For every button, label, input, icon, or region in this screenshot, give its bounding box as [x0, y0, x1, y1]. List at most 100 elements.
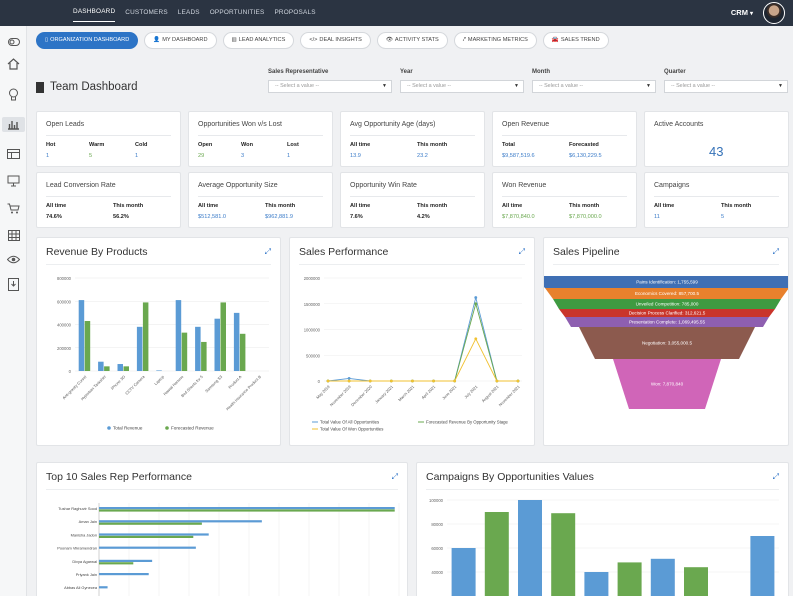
revenue-bar	[123, 366, 129, 371]
kpi-value: 5	[89, 153, 93, 159]
card-opportunity-win-rate: Opportunity Win Rate All time This month…	[340, 172, 485, 228]
y-tick-label: 200000	[57, 346, 72, 351]
select-placeholder: -- Select a value --	[539, 83, 584, 89]
bulb-icon[interactable]	[6, 87, 21, 102]
user-avatar[interactable]	[763, 2, 785, 24]
kpi-value: 1	[135, 153, 139, 159]
y-tick-label: 80000	[431, 522, 443, 527]
kpi-value: 1	[46, 153, 50, 159]
campaign-bar	[518, 500, 542, 596]
month-select[interactable]: -- Select a value -- ▼	[532, 80, 656, 93]
card-opportunities-won-lost: Opportunities Won v/s Lost Open Won Lost…	[188, 111, 333, 167]
app-menu[interactable]: CRM ▾	[731, 0, 753, 27]
panel-title: Campaigns By Opportunities Values	[426, 471, 594, 483]
tab-deal-insights[interactable]: </> DEAL INSIGHTS	[300, 32, 371, 49]
tab-activity-stats[interactable]: 👁 ACTIVITY STATS	[376, 32, 448, 49]
home-icon[interactable]	[6, 56, 21, 71]
tab-organization-dashboard[interactable]: ▯ ORGANIZATION DASHBOARD	[36, 32, 139, 49]
funnel-stage-label: Presentation Complete: 1,069,495.55	[629, 320, 706, 325]
rep-bar	[99, 559, 153, 562]
sales-rep-select[interactable]: -- Select a value -- ▼	[268, 80, 392, 93]
panel-title: Top 10 Sales Rep Performance	[46, 471, 192, 483]
data-point	[474, 296, 478, 299]
year-select[interactable]: -- Select a value -- ▼	[400, 80, 524, 93]
campaign-bar	[650, 558, 675, 596]
expand-icon[interactable]: ⤢	[772, 472, 779, 481]
tab-my-dashboard[interactable]: 👤 MY DASHBOARD	[144, 32, 217, 49]
campaign-bar	[584, 572, 609, 596]
cart-icon[interactable]	[6, 201, 21, 216]
code-icon: </>	[309, 37, 318, 43]
filter-month: Month -- Select a value -- ▼	[532, 69, 656, 93]
user-icon: 👤	[153, 37, 161, 43]
tab-icon: ▯	[45, 37, 49, 43]
card-average-opportunity-size: Average Opportunity Size All time This m…	[188, 172, 333, 228]
eye-icon[interactable]	[6, 252, 21, 267]
revenue-bar	[136, 326, 143, 371]
legend-marker	[165, 426, 169, 430]
presentation-icon[interactable]	[6, 173, 21, 188]
funnel-stage	[579, 327, 755, 359]
kpi-label: This month	[265, 203, 296, 209]
expand-icon[interactable]: ⤢	[518, 247, 525, 256]
campaigns-chart: 100000 80000 60000 40000	[429, 498, 779, 596]
x-tick-label: January 2021	[374, 384, 394, 404]
kpi-label: Total	[502, 142, 515, 148]
rep-bar	[99, 509, 395, 512]
kpi-value: $7,870,840.0	[502, 214, 535, 220]
grid-icon[interactable]	[6, 228, 21, 243]
card-title: Open Leads	[46, 121, 85, 128]
kpi-value: 29	[198, 153, 205, 159]
y-tick-label: 600000	[57, 299, 72, 304]
expand-icon[interactable]: ⤢	[772, 247, 779, 256]
card-lead-conversion-rate: Lead Conversion Rate All time This month…	[36, 172, 181, 228]
card-campaigns: Campaigns All time This month 11 5	[644, 172, 789, 228]
nav-customers[interactable]: CUSTOMERS	[125, 9, 168, 16]
tab-label: MARKETING METRICS	[467, 37, 528, 43]
kpi-label: This month	[113, 203, 144, 209]
quarter-select[interactable]: -- Select a value -- ▼	[664, 80, 788, 93]
tab-marketing-metrics[interactable]: ⤤ MARKETING METRICS	[453, 32, 537, 49]
funnel-stage-label: Decision Process Clarified: 312,621.5	[629, 311, 706, 316]
y-tick-label: 1500000	[304, 302, 321, 307]
x-tick-label: April 2021	[420, 384, 436, 400]
kpi-value: $512,581.0	[198, 214, 226, 220]
data-point	[411, 379, 414, 383]
kpi-label: All time	[350, 142, 371, 148]
top-navigation-bar: DASHBOARD CUSTOMERS LEADS OPPORTUNITIES …	[0, 0, 793, 26]
tab-sales-trend[interactable]: 🚘 SALES TREND	[542, 32, 609, 49]
top-nav-menu: DASHBOARD CUSTOMERS LEADS OPPORTUNITIES …	[73, 0, 326, 26]
bar-chart-icon[interactable]	[2, 117, 25, 132]
tab-label: ACTIVITY STATS	[394, 37, 439, 43]
filter-quarter: Quarter -- Select a value -- ▼	[664, 69, 788, 93]
funnel-stage	[613, 359, 721, 409]
nav-leads[interactable]: LEADS	[177, 9, 200, 16]
nav-proposals[interactable]: PROPOSALS	[274, 9, 316, 16]
toggle-icon[interactable]	[6, 34, 21, 49]
y-tick-label: 1000000	[304, 328, 321, 333]
y-tick-label: Aman Jain	[79, 519, 97, 524]
x-tick-label: December 2020	[350, 384, 374, 408]
panel-top10-sales-rep: Top 10 Sales Rep Performance ⤢ Tushar Ra…	[36, 462, 408, 596]
nav-dashboard[interactable]: DASHBOARD	[73, 0, 116, 22]
kpi-value: 23.2	[417, 153, 428, 159]
y-tick-label: 0	[318, 379, 321, 384]
funnel-stage-label: Won: 7,870,840	[651, 382, 684, 387]
rep-bar	[99, 535, 194, 538]
tab-lead-analytics[interactable]: ▥ LEAD ANALYTICS	[222, 32, 295, 49]
legend-label: Forecasted Revenue	[171, 426, 214, 431]
nav-opportunities[interactable]: OPPORTUNITIES	[209, 9, 265, 16]
download-icon[interactable]	[6, 277, 21, 292]
expand-icon[interactable]: ⤢	[391, 472, 398, 481]
rep-bar	[99, 522, 202, 525]
data-point	[495, 379, 499, 383]
x-tick-label: November 2021	[498, 384, 521, 407]
expand-icon[interactable]: ⤢	[264, 247, 271, 256]
kpi-value: 13.9	[350, 153, 361, 159]
y-tick-label: 500000	[306, 353, 321, 358]
panel-title: Revenue By Products	[46, 246, 148, 258]
kpi-label: Forecasted	[569, 142, 599, 148]
x-tick-label: iPhone 3G	[110, 374, 127, 391]
table-icon[interactable]	[6, 146, 21, 161]
